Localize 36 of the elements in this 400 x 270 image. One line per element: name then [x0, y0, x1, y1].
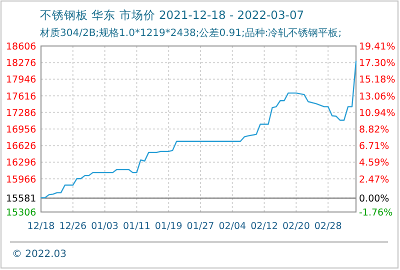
y-tick-label: 18276: [6, 58, 36, 70]
y-tick-label: 17946: [6, 74, 36, 86]
y2-tick-label: 0.00%: [359, 194, 390, 205]
y-tick-label: 16956: [6, 124, 36, 136]
y-tick-label: 15966: [6, 174, 36, 186]
y2-tick-label: 4.59%: [359, 158, 390, 169]
y-tick-label: 15306: [6, 208, 36, 218]
x-tick-label: 12/18: [27, 221, 55, 232]
y2-tick-label: 10.94%: [359, 108, 396, 119]
y2-tick-label: 2.47%: [359, 174, 390, 186]
x-tick-label: 01/03: [91, 221, 118, 232]
y2-tick-label: 13.06%: [359, 91, 396, 102]
y-tick-label: 17286: [6, 108, 36, 119]
x-tick-label: 12/26: [59, 221, 87, 232]
x-tick-label: 02/28: [314, 221, 342, 232]
x-tick-label: 02/12: [250, 221, 278, 232]
y2-tick-label: 17.30%: [359, 58, 396, 70]
x-tick-label: 02/04: [218, 221, 246, 232]
y2-tick-label: -1.76%: [359, 208, 393, 218]
y-tick-label: 17616: [6, 91, 36, 102]
y2-tick-label: 6.71%: [359, 141, 390, 152]
y-tick-label: 16296: [6, 158, 36, 169]
y2-tick-label: 19.41%: [359, 42, 396, 52]
y2-tick-label: 15.18%: [359, 74, 396, 86]
line-series: [40, 60, 357, 198]
y-tick-label: 15581: [6, 194, 36, 205]
y-tick-label: 16626: [6, 141, 36, 152]
text: © 2022.03: [12, 249, 67, 260]
x-tick-label: 01/27: [186, 221, 214, 232]
y-tick-label: 18606: [6, 42, 36, 52]
chart-subtitle: 材质304/2B;规格1.0*1219*2438;公差0.91;品种:冷轧不锈钢平板;: [39, 27, 342, 39]
x-tick-label: 02/20: [282, 221, 310, 232]
y2-tick-label: 8.82%: [359, 124, 390, 136]
x-tick-label: 01/19: [154, 221, 182, 232]
chart-title: 不锈钢板 华东 市场价 2021-12-18 - 2022-03-07: [40, 8, 304, 22]
x-tick-label: 01/11: [123, 221, 150, 232]
